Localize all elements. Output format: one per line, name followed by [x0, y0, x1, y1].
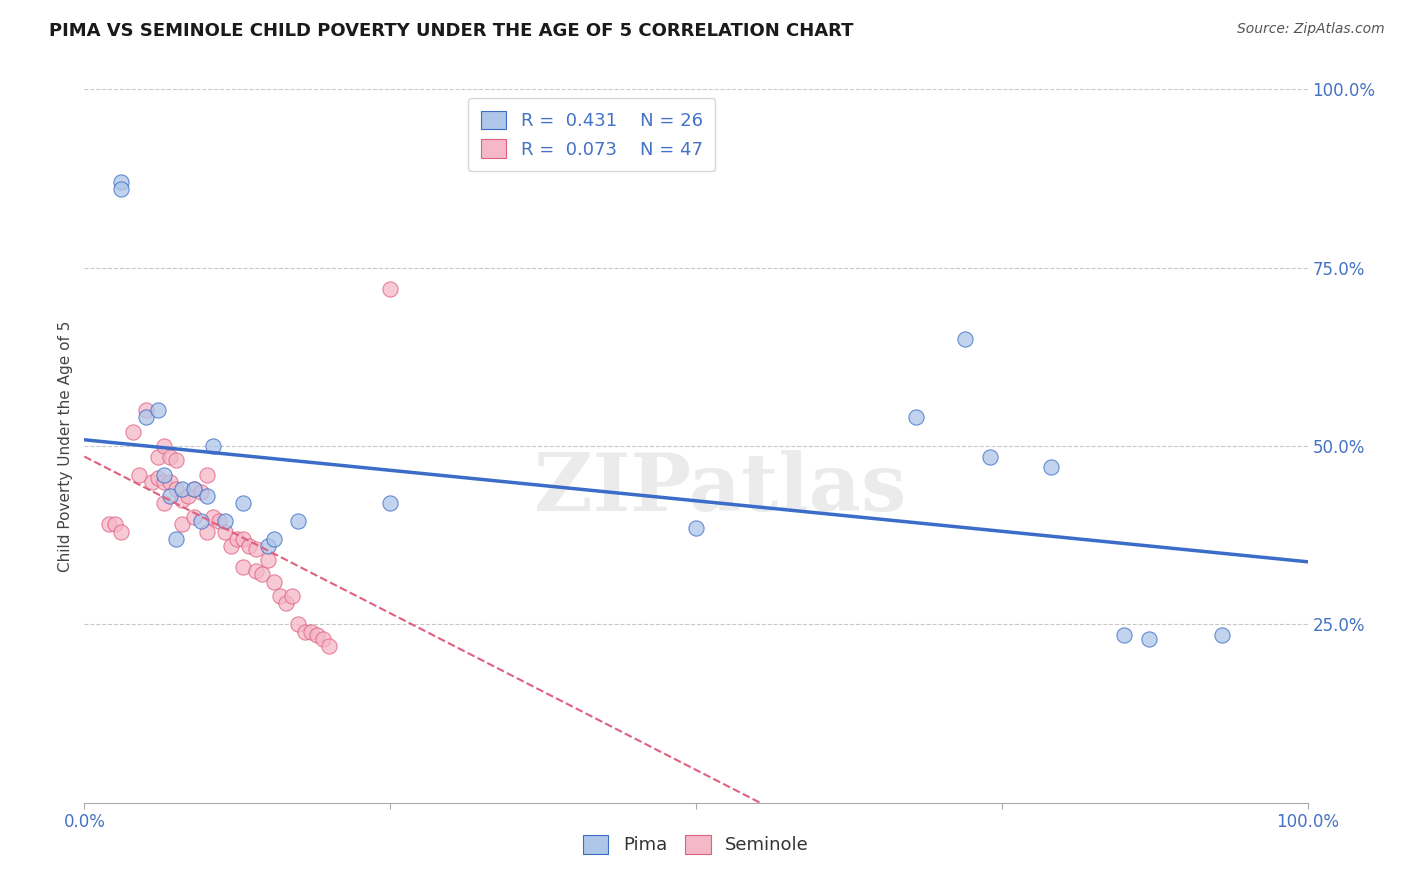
Y-axis label: Child Poverty Under the Age of 5: Child Poverty Under the Age of 5	[58, 320, 73, 572]
Point	[245, 542, 267, 557]
Point	[250, 567, 273, 582]
Point	[183, 482, 205, 496]
Point	[232, 496, 254, 510]
Point	[201, 439, 224, 453]
Point	[281, 589, 304, 603]
Text: Source: ZipAtlas.com: Source: ZipAtlas.com	[1237, 22, 1385, 37]
Point	[97, 517, 120, 532]
Point	[153, 439, 176, 453]
Point	[141, 475, 163, 489]
Point	[177, 489, 200, 503]
Text: PIMA VS SEMINOLE CHILD POVERTY UNDER THE AGE OF 5 CORRELATION CHART: PIMA VS SEMINOLE CHILD POVERTY UNDER THE…	[49, 22, 853, 40]
Point	[1114, 628, 1136, 642]
Point	[201, 510, 224, 524]
Point	[146, 450, 169, 464]
Point	[159, 475, 181, 489]
Point	[312, 632, 335, 646]
Point	[238, 539, 260, 553]
Point	[276, 596, 298, 610]
Point	[214, 514, 236, 528]
Point	[183, 482, 205, 496]
Point	[128, 467, 150, 482]
Point	[172, 482, 194, 496]
Point	[953, 332, 976, 346]
Point	[153, 496, 176, 510]
Point	[172, 517, 194, 532]
Point	[1039, 460, 1062, 475]
Point	[232, 532, 254, 546]
Legend: Pima, Seminole: Pima, Seminole	[576, 828, 815, 862]
Point	[183, 510, 205, 524]
Point	[219, 539, 242, 553]
Point	[104, 517, 127, 532]
Point	[380, 282, 402, 296]
Point	[305, 628, 328, 642]
Point	[905, 410, 928, 425]
Point	[159, 489, 181, 503]
Point	[208, 514, 231, 528]
Point	[146, 403, 169, 417]
Point	[1137, 632, 1160, 646]
Point	[287, 514, 309, 528]
Point	[685, 521, 707, 535]
Point	[146, 471, 169, 485]
Point	[226, 532, 249, 546]
Point	[263, 574, 285, 589]
Point	[1211, 628, 1233, 642]
Point	[318, 639, 340, 653]
Point	[122, 425, 145, 439]
Point	[165, 453, 187, 467]
Text: ZIPatlas: ZIPatlas	[534, 450, 907, 528]
Point	[165, 532, 187, 546]
Point	[263, 532, 285, 546]
Point	[195, 489, 218, 503]
Point	[110, 175, 132, 189]
Point	[269, 589, 291, 603]
Point	[380, 496, 402, 510]
Point	[165, 482, 187, 496]
Point	[287, 617, 309, 632]
Point	[979, 450, 1001, 464]
Point	[214, 524, 236, 539]
Point	[135, 403, 157, 417]
Point	[195, 524, 218, 539]
Point	[172, 492, 194, 507]
Point	[190, 485, 212, 500]
Point	[257, 553, 280, 567]
Point	[257, 539, 280, 553]
Point	[110, 182, 132, 196]
Point	[153, 475, 176, 489]
Point	[110, 524, 132, 539]
Point	[232, 560, 254, 574]
Point	[195, 467, 218, 482]
Point	[135, 410, 157, 425]
Point	[190, 514, 212, 528]
Point	[159, 450, 181, 464]
Point	[245, 564, 267, 578]
Point	[294, 624, 316, 639]
Point	[299, 624, 322, 639]
Point	[153, 467, 176, 482]
